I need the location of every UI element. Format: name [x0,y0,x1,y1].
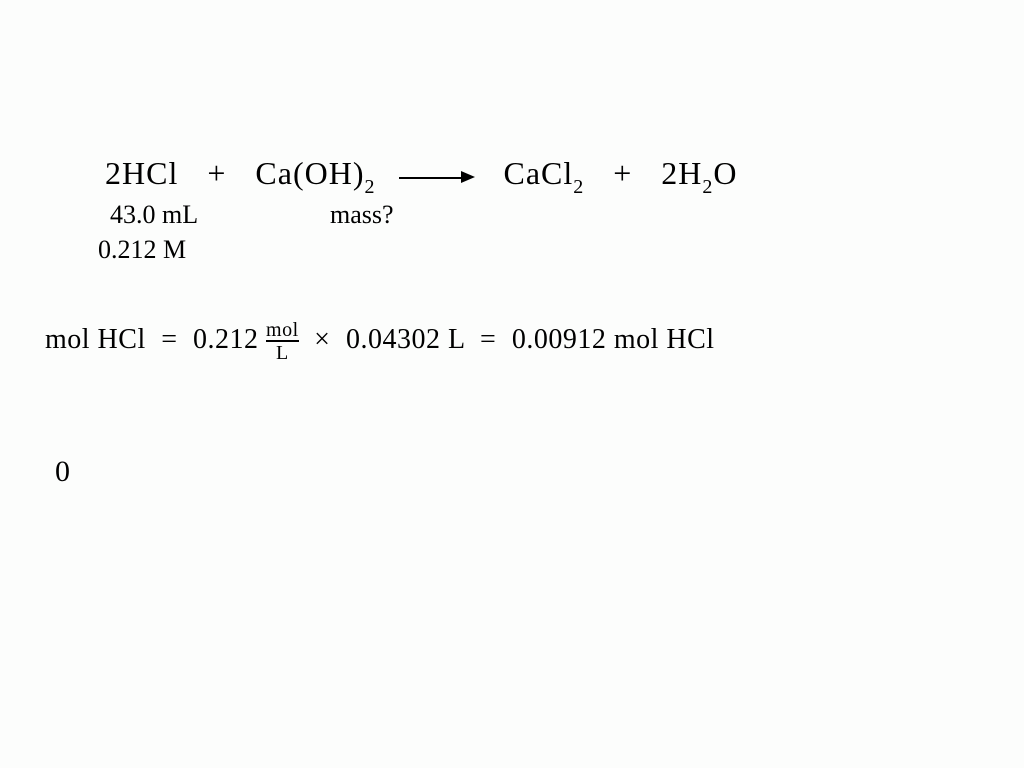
calc-times: × [314,324,330,355]
calc-result: 0.00912 mol HCl [512,324,715,355]
annotation-volume: 43.0 mL [110,200,198,230]
chemical-equation: 2HCl + Ca(OH)2 CaCl2 + 2H2O [105,155,738,197]
species-hcl: HCl [122,155,178,191]
sub-caoh: 2 [364,176,375,198]
stray-character: 0 [55,455,70,489]
annotation-mass-question: mass? [330,200,394,230]
annotation-molarity: 0.212 M [98,235,186,265]
species-caoh: Ca(OH) [255,155,364,191]
coef-hcl: 2 [105,155,122,191]
sub-cacl2: 2 [573,176,584,198]
mole-calculation: mol HCl = 0.212 mol L × 0.04302 L = 0.00… [45,320,715,363]
plus-1: + [207,155,226,191]
species-h2o-o: O [713,155,737,191]
unit-bottom: L [266,340,299,363]
unit-fraction: mol L [266,320,299,363]
handwritten-notes: 2HCl + Ca(OH)2 CaCl2 + 2H2O 43.0 mL mass… [0,0,1024,768]
calc-molarity: 0.212 [193,324,259,355]
calc-eq1: = [161,324,177,355]
coef-h2o: 2 [661,155,678,191]
species-h2o-h: H [678,155,702,191]
calc-label: mol HCl [45,324,146,355]
unit-top: mol [266,320,299,340]
calc-volume-l: 0.04302 L [346,324,465,355]
sub-h2o: 2 [702,176,713,198]
plus-2: + [613,155,632,191]
calc-eq2: = [480,324,496,355]
species-cacl2: CaCl [503,155,573,191]
